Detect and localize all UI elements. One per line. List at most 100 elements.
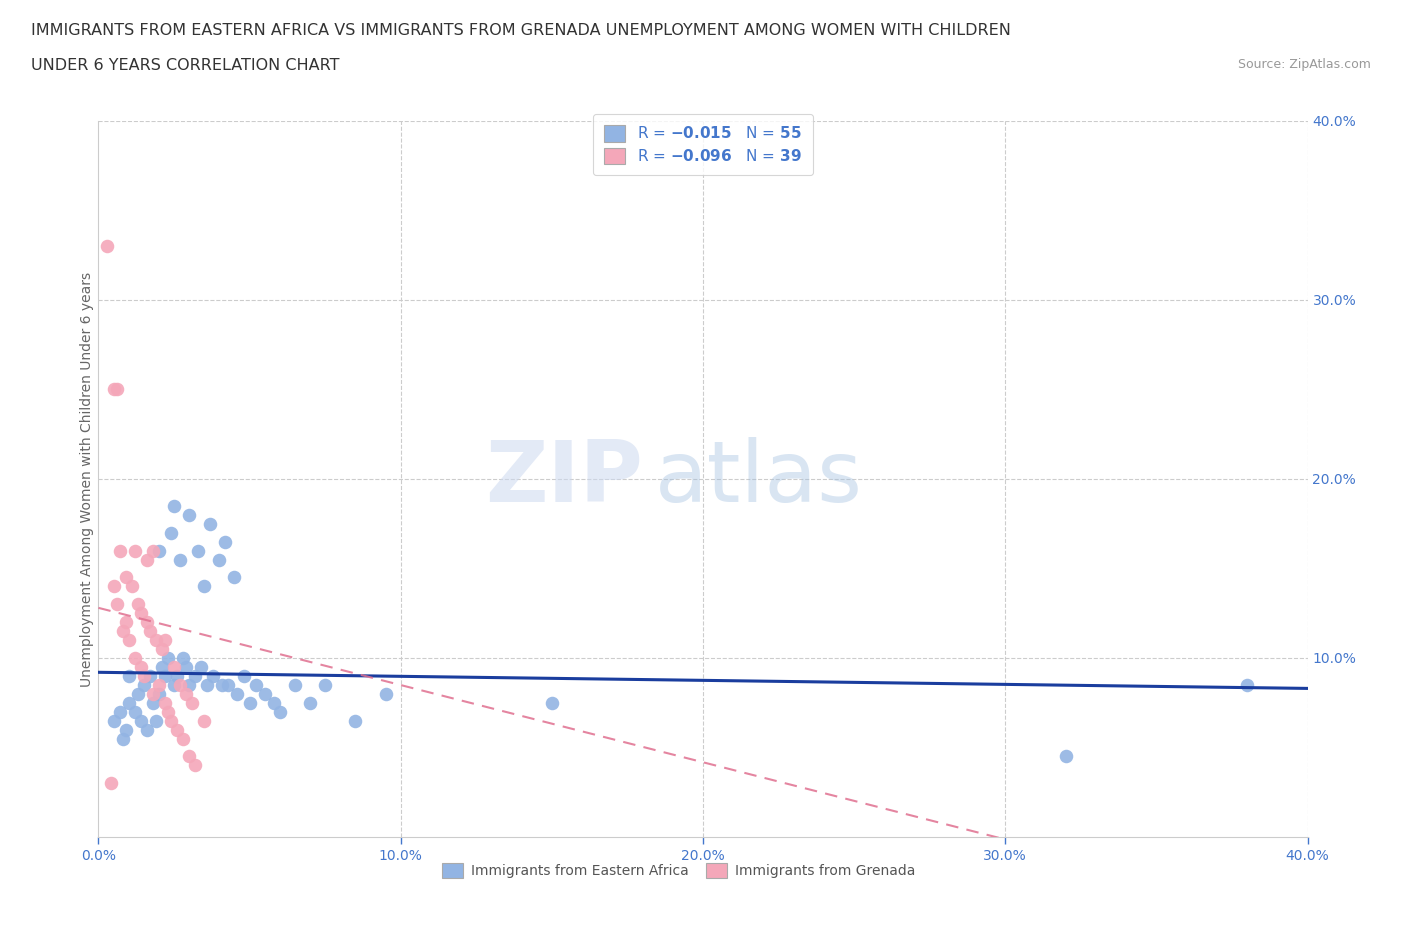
Point — [145, 632, 167, 647]
Point — [314, 677, 336, 692]
Point — [129, 605, 152, 620]
Point — [118, 696, 141, 711]
Point — [148, 686, 170, 701]
Point — [111, 731, 134, 746]
Point — [153, 632, 176, 647]
Point — [132, 669, 155, 684]
Text: Source: ZipAtlas.com: Source: ZipAtlas.com — [1237, 58, 1371, 71]
Text: atlas: atlas — [655, 437, 863, 521]
Point — [139, 669, 162, 684]
Point — [195, 677, 218, 692]
Point — [190, 659, 212, 674]
Point — [540, 696, 562, 711]
Point — [124, 651, 146, 666]
Point — [166, 669, 188, 684]
Point — [124, 704, 146, 719]
Point — [224, 570, 246, 585]
Point — [174, 659, 197, 674]
Point — [156, 704, 179, 719]
Point — [211, 677, 233, 692]
Point — [174, 686, 197, 701]
Point — [153, 696, 176, 711]
Point — [184, 669, 207, 684]
Point — [108, 543, 131, 558]
Point — [226, 686, 249, 701]
Point — [263, 696, 285, 711]
Point — [111, 624, 134, 639]
Point — [145, 713, 167, 728]
Text: UNDER 6 YEARS CORRELATION CHART: UNDER 6 YEARS CORRELATION CHART — [31, 58, 339, 73]
Point — [163, 677, 186, 692]
Point — [160, 525, 183, 540]
Point — [148, 543, 170, 558]
Point — [139, 624, 162, 639]
Point — [142, 696, 165, 711]
Point — [105, 382, 128, 397]
Point — [169, 552, 191, 567]
Point — [153, 669, 176, 684]
Point — [172, 731, 194, 746]
Point — [135, 552, 157, 567]
Point — [193, 578, 215, 594]
Point — [202, 669, 225, 684]
Point — [179, 508, 201, 523]
Point — [284, 677, 307, 692]
Point — [232, 669, 254, 684]
Point — [142, 543, 165, 558]
Point — [100, 776, 122, 790]
Point — [135, 722, 157, 737]
Point — [214, 534, 236, 549]
Point — [299, 696, 322, 711]
Point — [103, 578, 125, 594]
Point — [179, 749, 201, 764]
Point — [156, 651, 179, 666]
Point — [184, 758, 207, 773]
Point — [239, 696, 262, 711]
Point — [127, 686, 149, 701]
Point — [114, 615, 136, 630]
Point — [163, 498, 186, 513]
Point — [96, 239, 118, 254]
Point — [150, 642, 173, 657]
Point — [129, 659, 152, 674]
Point — [1054, 749, 1077, 764]
Point — [374, 686, 396, 701]
Point — [160, 713, 183, 728]
Point — [114, 570, 136, 585]
Point — [150, 659, 173, 674]
Point — [121, 578, 143, 594]
Point — [129, 713, 152, 728]
Point — [103, 382, 125, 397]
Point — [105, 597, 128, 612]
Point — [208, 552, 231, 567]
Point — [166, 722, 188, 737]
Point — [245, 677, 267, 692]
Point — [118, 669, 141, 684]
Point — [344, 713, 367, 728]
Text: IMMIGRANTS FROM EASTERN AFRICA VS IMMIGRANTS FROM GRENADA UNEMPLOYMENT AMONG WOM: IMMIGRANTS FROM EASTERN AFRICA VS IMMIGR… — [31, 23, 1011, 38]
Point — [114, 722, 136, 737]
Point — [103, 713, 125, 728]
Point — [118, 632, 141, 647]
Point — [172, 651, 194, 666]
Point — [124, 543, 146, 558]
Point — [193, 713, 215, 728]
Point — [148, 677, 170, 692]
Point — [108, 704, 131, 719]
Point — [269, 704, 291, 719]
Point — [187, 543, 209, 558]
Point — [135, 615, 157, 630]
Point — [142, 686, 165, 701]
Text: ZIP: ZIP — [485, 437, 643, 521]
Point — [1236, 677, 1258, 692]
Point — [217, 677, 239, 692]
Y-axis label: Unemployment Among Women with Children Under 6 years: Unemployment Among Women with Children U… — [80, 272, 94, 686]
Point — [163, 659, 186, 674]
Point — [181, 696, 204, 711]
Legend: Immigrants from Eastern Africa, Immigrants from Grenada: Immigrants from Eastern Africa, Immigran… — [437, 857, 921, 884]
Point — [179, 677, 201, 692]
Point — [169, 677, 191, 692]
Point — [132, 677, 155, 692]
Point — [127, 597, 149, 612]
Point — [200, 516, 222, 531]
